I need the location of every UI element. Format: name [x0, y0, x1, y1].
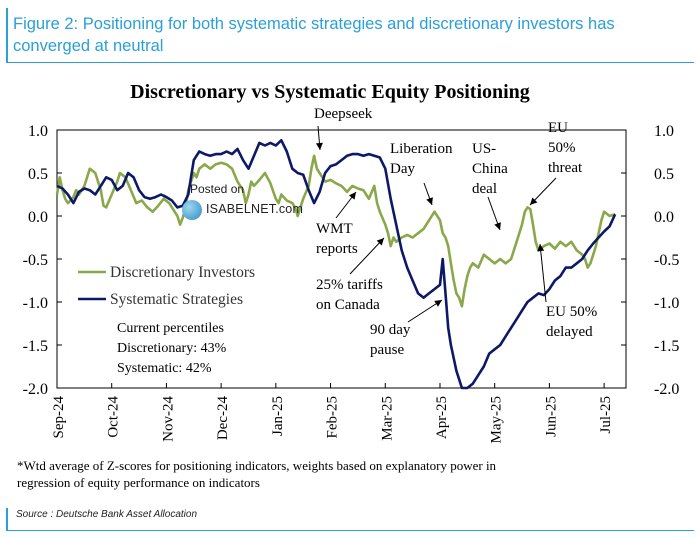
annotation-tariffs-line: on Canada — [316, 297, 380, 313]
y-tick-label-right: 0.0 — [654, 209, 674, 226]
annotation-uschina-line: US- — [472, 141, 496, 157]
annotation-uschina-line: China — [472, 161, 508, 177]
y-tick-label-left: 1.0 — [28, 123, 48, 140]
x-tick-label: May-25 — [489, 396, 505, 444]
annotation-deepseek-line: Deepseek — [314, 106, 373, 122]
x-tick-label: Jun-25 — [543, 396, 559, 437]
legend-label-systematic: Systematic Strategies — [110, 291, 243, 308]
y-tick-label-left: -0.5 — [23, 252, 48, 269]
y-tick-label-right: -0.5 — [654, 252, 679, 269]
annotation-pause-line: 90 day — [370, 322, 411, 338]
annotation-arrowhead-tariffs — [376, 238, 384, 246]
annotation-eu50-line: threat — [548, 160, 583, 176]
watermark: Posted on ISABELNET.com — [178, 180, 313, 224]
y-tick-label-left: -1.0 — [23, 295, 48, 312]
x-tick-label: Sep-24 — [51, 396, 67, 439]
annotation-arrowhead-wmt — [348, 192, 356, 200]
y-tick-label-left: -1.5 — [23, 338, 48, 355]
footnote-line-1: *Wtd average of Z-scores for positioning… — [17, 458, 497, 473]
annotation-eu50-line: EU — [548, 120, 568, 136]
annotation-tariffs-line: 25% tariffs — [316, 277, 383, 293]
source-note: Source : Deutsche Bank Asset Allocation — [16, 509, 198, 520]
y-tick-label-left: 0.5 — [28, 166, 48, 183]
annotation-wmt-line: reports — [316, 241, 358, 257]
annotation-arrow-eudelayed — [539, 243, 547, 303]
annotation-arrowhead-pause — [434, 300, 442, 307]
y-tick-label-right: 1.0 — [654, 123, 674, 140]
title-accent-bar — [6, 8, 8, 62]
x-tick-label: Jul-25 — [598, 396, 614, 434]
annotation-arrow-tariffs — [349, 237, 385, 275]
source-divider — [6, 530, 694, 531]
y-tick-label-right: -1.5 — [654, 338, 679, 355]
plot-area: 1.0 1.0 0.5 0.5 0.0 0.0 -0.5 -0.5 -1.0 -1.0 -1.5 -1… — [23, 123, 680, 444]
annotation-eu50-line: 50% — [548, 140, 576, 156]
legend: Discretionary Investors Systematic Strat… — [78, 264, 255, 308]
x-tick-label: Dec-24 — [215, 396, 231, 441]
percentiles-heading: Current percentiles — [117, 321, 224, 336]
annotation-arrowhead-uschina — [494, 222, 501, 230]
event-annotations: Deepseek WMT reports 25% tariffs on Canada Li… — [314, 106, 597, 358]
annotation-liberation-line: Day — [390, 161, 415, 177]
y-tick-label-left: 0.0 — [28, 209, 48, 226]
annotation-arrowhead-eudelayed — [537, 244, 545, 252]
annotation-eudelayed-line: EU 50% — [546, 304, 597, 320]
annotation-wmt-line: WMT — [316, 221, 353, 237]
annotation-uschina-line: deal — [472, 181, 497, 197]
annotation-arrowhead-deepseek — [315, 142, 323, 150]
x-tick-label: Mar-25 — [379, 396, 395, 441]
figure-title: Figure 2: Positioning for both systemati… — [13, 15, 615, 55]
source-accent-bar — [6, 508, 8, 530]
annotation-arrowhead-liberation — [426, 197, 433, 205]
x-tick-label: Oct-24 — [106, 396, 122, 438]
chart-title: Discretionary vs Systematic Equity Posit… — [130, 81, 530, 103]
legend-label-discretionary: Discretionary Investors — [110, 264, 255, 281]
annotation-pause-line: pause — [370, 342, 404, 358]
y-tick-label-right: 0.5 — [654, 166, 674, 183]
watermark-posted: Posted on — [190, 182, 245, 196]
x-tick-label: Nov-24 — [160, 396, 176, 442]
y-tick-label-right: -2.0 — [654, 381, 679, 398]
percentile-discretionary: Discretionary: 43% — [117, 341, 227, 356]
annotation-liberation-line: Liberation — [390, 141, 453, 157]
x-tick-label: Jan-25 — [270, 396, 286, 436]
x-tick-label: Apr-25 — [434, 396, 450, 439]
globe-icon — [182, 200, 202, 220]
percentile-systematic: Systematic: 42% — [117, 361, 212, 376]
series-line-discretionary — [55, 154, 616, 308]
y-tick-label-right: -1.0 — [654, 295, 679, 312]
footnote-line-2: regression of equity performance on indi… — [17, 475, 260, 490]
watermark-site: ISABELNET.com — [206, 202, 304, 216]
title-divider — [6, 62, 694, 63]
x-tick-label: Feb-25 — [325, 396, 341, 439]
annotation-arrowhead-eu50 — [530, 197, 538, 205]
percentiles-block: Current percentiles Discretionary: 43% S… — [117, 321, 227, 376]
series-line-systematic — [56, 139, 617, 390]
y-tick-label-left: -2.0 — [23, 381, 48, 398]
annotation-eudelayed-line: delayed — [546, 324, 593, 340]
